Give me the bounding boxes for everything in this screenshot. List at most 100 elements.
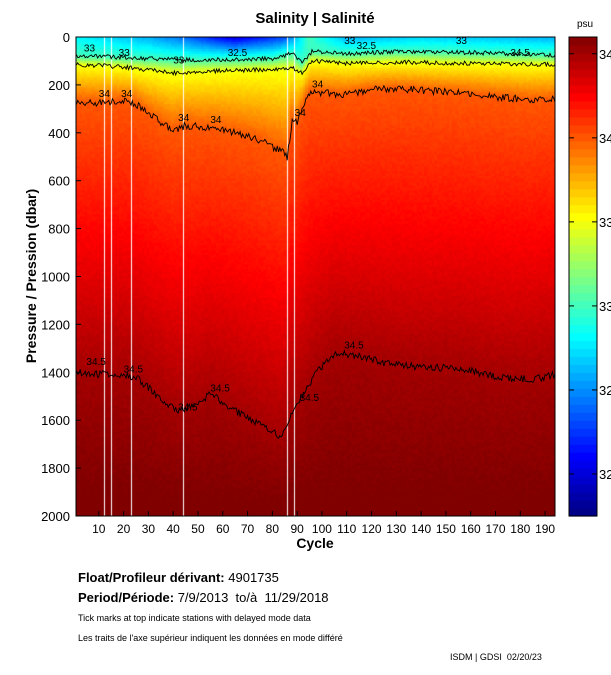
colorbar-segment: [569, 436, 597, 445]
colorbar-segment: [569, 308, 597, 318]
colorbar-segment: [569, 332, 597, 341]
contour-label: 34: [295, 108, 307, 119]
colorbar-segment: [569, 244, 597, 254]
contour-label: 34: [178, 113, 190, 124]
y-tick-label: 2000: [41, 509, 70, 524]
colorbar-segment: [569, 340, 597, 349]
colorbar-segment: [569, 292, 597, 302]
colorbar-segment: [569, 508, 597, 517]
contour-label: 34: [121, 89, 133, 100]
float-id: 4901735: [228, 570, 279, 585]
colorbar-segment: [569, 476, 597, 485]
x-tick-label: 30: [142, 522, 156, 536]
y-tick-label: 600: [48, 174, 70, 189]
colorbar-segment: [569, 116, 597, 126]
y-tick-label: 1000: [41, 270, 70, 285]
x-tick-label: 110: [337, 522, 356, 536]
contour-label: 34: [99, 89, 111, 100]
colorbar-segment: [569, 100, 597, 110]
contour-label: 34.5: [178, 403, 198, 414]
colorbar-segment: [569, 260, 597, 270]
colorbar-segment: [569, 388, 597, 397]
colorbar-segment: [569, 204, 597, 214]
note-french: Les traits de l'axe supérieur indiquent …: [78, 633, 343, 643]
colorbar-segment: [569, 460, 597, 469]
y-axis: 0 200 400 600 800 1000 1200 1400 1600 1800 2000: [41, 30, 81, 524]
x-tick-label: 10: [92, 522, 106, 536]
float-line: Float/Profileur dérivant: 4901735: [78, 570, 279, 585]
colorbar-segment: [569, 220, 597, 230]
contour-34.5: [76, 349, 556, 440]
colorbar-segment: [569, 356, 597, 365]
contour-label: 32.5: [228, 48, 248, 59]
x-tick-label: 120: [362, 522, 382, 536]
colorbar-segment: [569, 68, 597, 78]
x-tick-label: 90: [290, 522, 304, 536]
colorbar-segment: [569, 52, 597, 62]
colorbar-segment: [569, 252, 597, 262]
y-tick-label: 1400: [41, 365, 70, 380]
y-tick-label: 200: [48, 78, 70, 93]
x-tick-label: 180: [510, 522, 530, 536]
contour-label: 32.5: [357, 41, 377, 52]
colorbar-segment: [569, 196, 597, 206]
contour-label: 33: [344, 36, 356, 47]
x-tick-label: 160: [461, 522, 481, 536]
colorbar-segment: [569, 404, 597, 413]
contour-label: 34.5: [510, 48, 530, 59]
period-value: 7/9/2013 to/à 11/29/2018: [177, 590, 329, 605]
contour-label: 34.5: [344, 340, 364, 351]
colorbar-frame: [568, 36, 598, 517]
contour-label: 34.5: [300, 393, 320, 404]
y-tick-label: 1800: [41, 461, 70, 476]
colorbar-segment: [569, 380, 597, 389]
colorbar-segment: [569, 164, 597, 174]
colorbar-segment: [569, 37, 597, 46]
colorbar-segment: [569, 84, 597, 94]
contour-lines: [76, 48, 556, 440]
x-tick-label: 190: [535, 522, 555, 536]
note-english: Tick marks at top indicate stations with…: [78, 613, 311, 623]
x-tick-label: 20: [117, 522, 131, 536]
colorbar-segment: [569, 484, 597, 493]
contour-label: 34.5: [124, 364, 144, 375]
colorbar-segment: [569, 228, 597, 238]
x-tick-label: 70: [241, 522, 255, 536]
colorbar-segment: [569, 156, 597, 166]
x-tick-label: 140: [411, 522, 431, 536]
colorbar-segment: [569, 212, 597, 222]
colorbar-segment: [569, 148, 597, 158]
colorbar-segment: [569, 412, 597, 421]
contour-label: 33: [456, 36, 468, 47]
credit: ISDM | GDSI 02/20/23: [450, 652, 542, 662]
x-tick-label: 60: [216, 522, 230, 536]
contour-label: 33: [84, 43, 96, 54]
contour-label: 34.5: [210, 383, 230, 394]
contour-34: [76, 84, 556, 161]
colorbar-segment: [569, 452, 597, 461]
y-tick-label: 0: [63, 30, 70, 45]
colorbar-segment: [569, 348, 597, 357]
x-tick-label: 130: [386, 522, 406, 536]
colorbar-segment: [569, 188, 597, 198]
colorbar-segment: [569, 92, 597, 102]
x-tick-label: 50: [191, 522, 205, 536]
x-tick-label: 40: [167, 522, 181, 536]
contour-label: 33: [173, 55, 185, 66]
colorbar-segment: [569, 500, 597, 509]
x-tick-label: 170: [485, 522, 505, 536]
y-tick-label: 1200: [41, 317, 70, 332]
period-label: Period/Période:: [78, 590, 175, 605]
period-line: Period/Période: 7/9/2013 to/à 11/29/2018: [78, 590, 329, 605]
contour-label: 33: [119, 48, 131, 59]
colorbar-segment: [569, 324, 597, 333]
colorbar-segment: [569, 172, 597, 182]
y-tick-label: 800: [48, 222, 70, 237]
y-axis-label: Pressure / Pression (dbar): [23, 189, 39, 363]
colorbar-segment: [569, 276, 597, 286]
colorbar-ticks: 32 32.5 33 33.5 34 34.5: [569, 47, 611, 482]
colorbar-tick-label: 33.5: [599, 215, 611, 230]
contour-33.5: [76, 58, 556, 77]
float-label: Float/Profileur dérivant:: [78, 570, 225, 585]
